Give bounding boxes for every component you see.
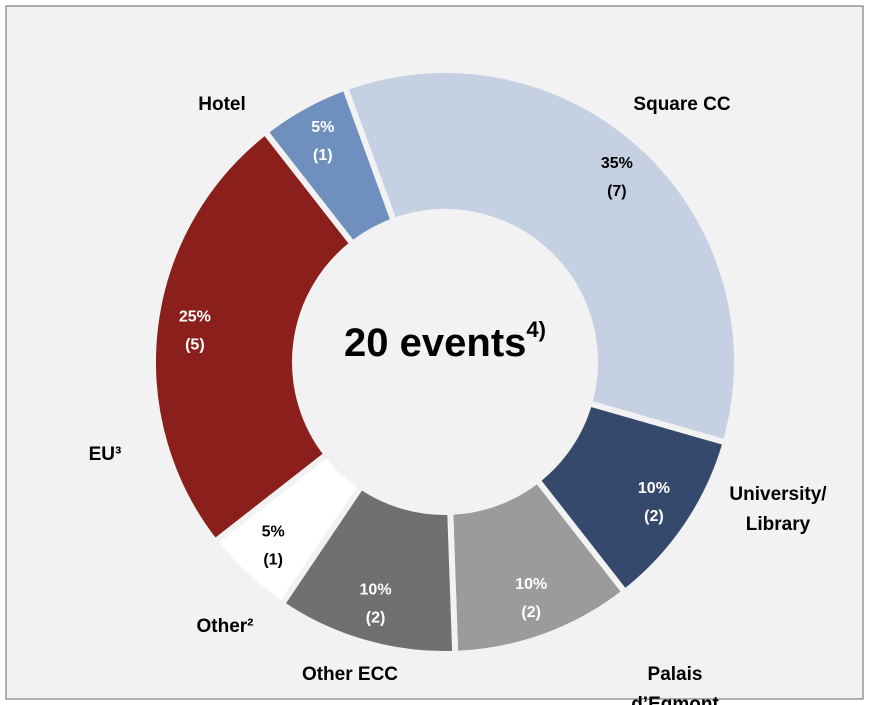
count-label: (1)	[313, 147, 333, 164]
slice	[150, 127, 357, 546]
category-label: Square CC	[633, 94, 731, 115]
count-label: (5)	[185, 337, 205, 354]
value-label: 10%	[515, 576, 547, 593]
count-label: (2)	[366, 609, 386, 626]
value-label: 25%	[179, 309, 211, 326]
category-label: Other ECC	[301, 664, 399, 685]
category-label: EU³	[88, 444, 122, 465]
count-label: (1)	[263, 552, 283, 569]
count-label: (2)	[521, 604, 541, 621]
value-label: 10%	[360, 581, 392, 598]
value-label: 5%	[311, 119, 334, 136]
slice	[341, 67, 740, 447]
count-label: (7)	[607, 183, 627, 200]
value-label: 5%	[262, 524, 285, 541]
category-label: Other²	[196, 616, 254, 637]
slices	[150, 67, 740, 657]
value-label: 35%	[601, 155, 633, 172]
category-label: Palais d’Egmont	[631, 664, 719, 705]
slice	[261, 83, 398, 249]
category-label: Hotel	[198, 94, 246, 115]
category-label: University/ Library	[729, 484, 827, 535]
value-label: 10%	[638, 480, 670, 497]
count-label: (2)	[644, 508, 664, 525]
center-label: 20 events4)	[344, 317, 546, 365]
